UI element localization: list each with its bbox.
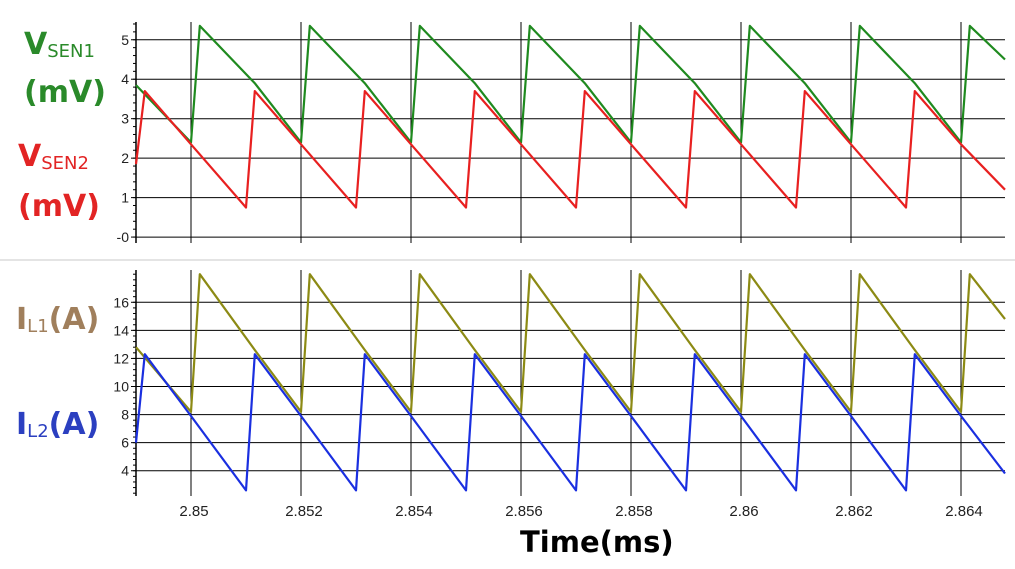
bottom-ytick-label-4: 12	[113, 350, 129, 366]
top-ytick-label-5: 5	[121, 32, 129, 48]
x-tick-label-1: 2.852	[285, 503, 323, 520]
bottom-ytick-label-2: 8	[121, 407, 129, 423]
x-axis-title: Time(ms)	[520, 525, 674, 559]
vsen2-unit-label: (mV)	[18, 192, 100, 222]
bottom-ytick-label-5: 14	[113, 322, 129, 338]
bottom-series-IL1	[135, 273, 1006, 413]
x-tick-label-0: 2.85	[179, 503, 208, 520]
il1-sub: L1	[27, 316, 49, 337]
il2-tail: (A)	[48, 407, 100, 442]
top-ytick-label-4: 4	[121, 71, 129, 87]
top-ytick-label-1: 1	[121, 190, 129, 206]
x-tick-label-4: 2.858	[615, 503, 653, 520]
x-tick-label-6: 2.862	[835, 503, 873, 520]
vsen2-sub: SEN2	[41, 153, 89, 174]
vsen1-unit: (mV)	[24, 75, 106, 110]
bottom-ytick-label-6: 16	[113, 294, 129, 310]
vsen1-sub: SEN1	[47, 41, 95, 62]
il1-tail: (A)	[48, 302, 100, 337]
x-tick-label-2: 2.854	[395, 503, 433, 520]
top-series-VSEN1	[135, 24, 1006, 144]
bottom-ytick-label-1: 6	[121, 435, 129, 451]
x-tick-label-5: 2.86	[729, 503, 758, 520]
vsen2-unit: (mV)	[18, 189, 100, 224]
vsen1-unit-label: (mV)	[24, 78, 106, 108]
top-ytick-label-3: 3	[121, 111, 129, 127]
x-tick-label-7: 2.864	[945, 503, 983, 520]
il2-main: I	[16, 407, 28, 442]
vsen2-label: VSEN2	[18, 139, 89, 174]
vsen1-label: VSEN1	[24, 27, 95, 62]
bottom-ytick-label-3: 10	[113, 379, 129, 395]
il2-label: IL2(A)	[16, 407, 100, 442]
vsen2-main: V	[18, 139, 42, 174]
bottom-ytick-label-0: 4	[121, 463, 129, 479]
il1-label: IL1(A)	[16, 302, 100, 337]
bottom-series-IL2	[134, 353, 1006, 492]
top-series-VSEN2	[134, 89, 1006, 209]
x-tick-label-3: 2.856	[505, 503, 543, 520]
il2-sub: L2	[27, 421, 49, 442]
vsen1-main: V	[24, 27, 48, 62]
top-ytick-label-0: -0	[117, 229, 130, 245]
il1-main: I	[16, 302, 28, 337]
top-ytick-label-2: 2	[121, 150, 129, 166]
